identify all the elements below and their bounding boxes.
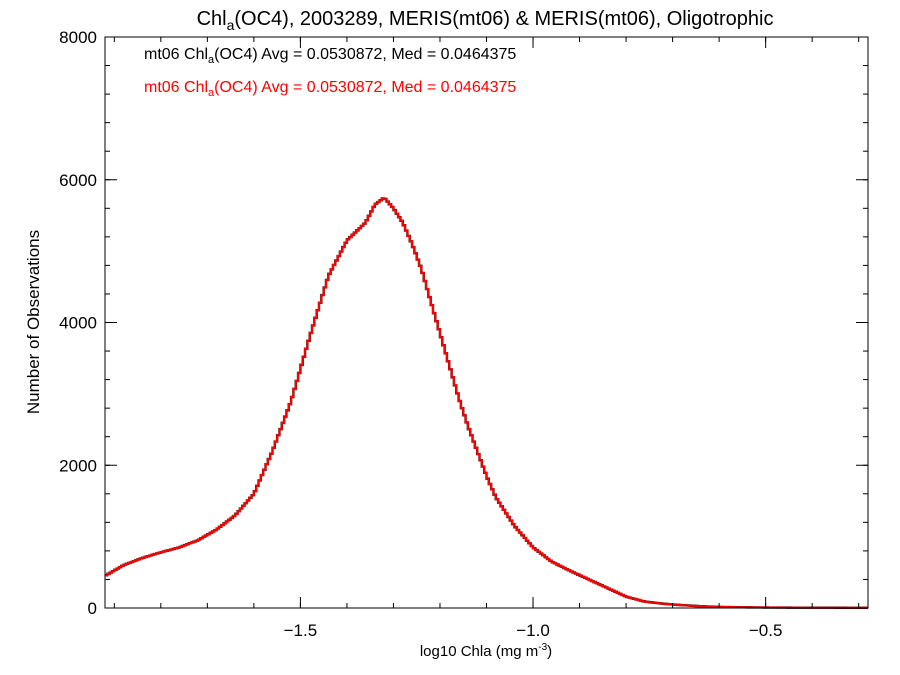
legend-entry-1-suffix: (OC4) Avg = 0.0530872, Med = 0.0464375: [214, 79, 516, 96]
x-axis-label-superscript: -3: [538, 642, 547, 653]
y-tick-label: 4000: [59, 314, 97, 333]
series-0-histogram-line: [105, 197, 868, 609]
x-axis-label-suffix: ): [547, 643, 552, 660]
x-axis-label-prefix: log10 Chla (mg m: [420, 643, 538, 660]
legend-entry-0-prefix: mt06 Chl: [144, 46, 208, 63]
legend-entry-0-suffix: (OC4) Avg = 0.0530872, Med = 0.0464375: [214, 46, 516, 63]
x-axis-label: log10 Chla (mg m-3): [420, 642, 552, 660]
y-tick-label: 6000: [59, 171, 97, 190]
legend: mt06 Chla(OC4) Avg = 0.0530872, Med = 0.…: [144, 46, 516, 99]
chart-title: Chla(OC4), 2003289, MERIS(mt06) & MERIS(…: [197, 8, 774, 33]
y-tick-label: 0: [88, 599, 97, 618]
y-tick-label: 2000: [59, 456, 97, 475]
series-1-histogram-line: [105, 197, 868, 609]
x-tick-label: −1.0: [516, 621, 550, 640]
y-axis: 0 2000 4000 6000 8000: [59, 28, 868, 618]
legend-entry-0-subscript: a: [208, 54, 215, 66]
y-tick-label: 8000: [59, 28, 97, 47]
x-tick-label: −1.5: [284, 621, 318, 640]
legend-entry-1: mt06 Chla(OC4) Avg = 0.0530872, Med = 0.…: [144, 79, 516, 99]
x-tick-label: −0.5: [749, 621, 783, 640]
legend-entry-0: mt06 Chla(OC4) Avg = 0.0530872, Med = 0.…: [144, 46, 516, 66]
legend-entry-1-subscript: a: [208, 87, 215, 99]
x-axis: −1.5 −1.0 −0.5: [113, 37, 860, 640]
legend-entry-1-prefix: mt06 Chl: [144, 79, 208, 96]
plot-frame: [104, 36, 869, 609]
chart-title-prefix: Chl: [197, 8, 227, 30]
series-layer: [105, 197, 868, 609]
y-axis-label: Number of Observations: [24, 230, 43, 414]
chart-title-subscript: a: [227, 17, 235, 33]
chart-title-suffix: (OC4), 2003289, MERIS(mt06) & MERIS(mt06…: [234, 8, 773, 30]
